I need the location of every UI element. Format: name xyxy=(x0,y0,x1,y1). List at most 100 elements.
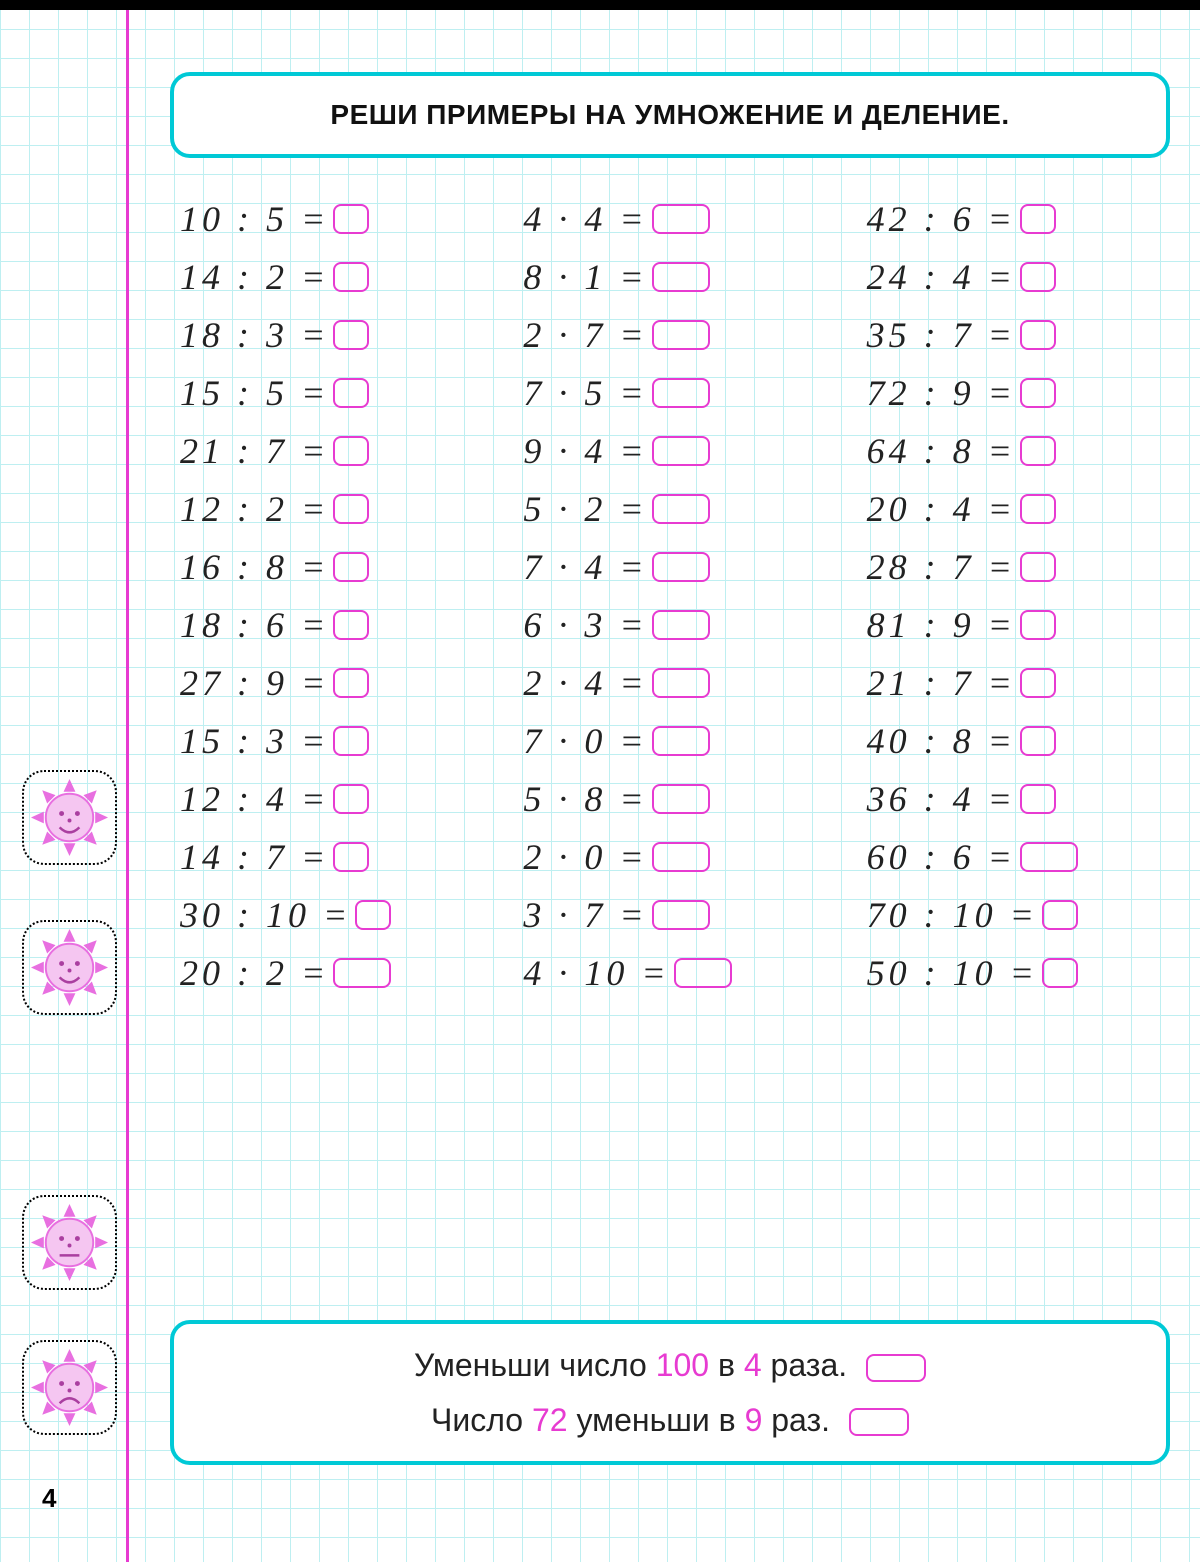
answer-box[interactable] xyxy=(333,204,369,234)
problem-row: 12 : 2 = xyxy=(180,480,483,538)
answer-box[interactable] xyxy=(333,262,369,292)
problem-row: 3 · 7 = xyxy=(523,886,826,944)
problem-row: 2 · 7 = xyxy=(523,306,826,364)
answer-box[interactable] xyxy=(652,320,710,350)
problem-row: 21 : 7 = xyxy=(867,654,1170,712)
answer-box[interactable] xyxy=(1042,958,1078,988)
answer-box[interactable] xyxy=(1020,668,1056,698)
problem-row: 2 · 4 = xyxy=(523,654,826,712)
problem-expression: 15 : 5 = xyxy=(180,372,329,414)
answer-box[interactable] xyxy=(333,378,369,408)
sun-sticker-icon xyxy=(22,1195,117,1290)
problem-expression: 40 : 8 = xyxy=(867,720,1016,762)
answer-box[interactable] xyxy=(1020,784,1056,814)
answer-box[interactable] xyxy=(652,784,710,814)
answer-box[interactable] xyxy=(333,494,369,524)
problem-expression: 8 · 1 = xyxy=(523,256,647,298)
wp1-n1: 100 xyxy=(656,1347,709,1383)
problem-expression: 10 : 5 = xyxy=(180,198,329,240)
answer-box[interactable] xyxy=(333,726,369,756)
answer-box[interactable] xyxy=(1020,726,1056,756)
answer-box[interactable] xyxy=(355,900,391,930)
problem-expression: 14 : 2 = xyxy=(180,256,329,298)
problem-expression: 18 : 3 = xyxy=(180,314,329,356)
problem-row: 70 : 10 = xyxy=(867,886,1170,944)
answer-box[interactable] xyxy=(652,552,710,582)
wp1-post: раза. xyxy=(762,1347,847,1383)
sun-sticker-icon xyxy=(22,1340,117,1435)
page-title: РЕШИ ПРИМЕРЫ НА УМНОЖЕНИЕ И ДЕЛЕНИЕ. xyxy=(330,99,1009,131)
answer-box[interactable] xyxy=(652,378,710,408)
problem-row: 10 : 5 = xyxy=(180,190,483,248)
answer-box[interactable] xyxy=(1020,552,1056,582)
answer-box[interactable] xyxy=(1020,610,1056,640)
problem-row: 60 : 6 = xyxy=(867,828,1170,886)
wp2-mid: уменьши в xyxy=(568,1402,745,1438)
problem-row: 15 : 5 = xyxy=(180,364,483,422)
problem-row: 18 : 3 = xyxy=(180,306,483,364)
answer-box[interactable] xyxy=(652,726,710,756)
answer-box[interactable] xyxy=(1020,842,1078,872)
problem-row: 5 · 8 = xyxy=(523,770,826,828)
answer-box[interactable] xyxy=(1020,378,1056,408)
problem-expression: 35 : 7 = xyxy=(867,314,1016,356)
problem-row: 4 · 10 = xyxy=(523,944,826,1002)
answer-box[interactable] xyxy=(652,436,710,466)
answer-box[interactable] xyxy=(333,552,369,582)
problem-row: 50 : 10 = xyxy=(867,944,1170,1002)
answer-box[interactable] xyxy=(333,436,369,466)
wp2-answer-box[interactable] xyxy=(849,1408,909,1436)
answer-box[interactable] xyxy=(652,204,710,234)
wp1-pre: Уменьши число xyxy=(414,1347,656,1383)
problem-expression: 24 : 4 = xyxy=(867,256,1016,298)
answer-box[interactable] xyxy=(1020,494,1056,524)
problem-row: 20 : 4 = xyxy=(867,480,1170,538)
problem-expression: 16 : 8 = xyxy=(180,546,329,588)
problem-row: 7 · 0 = xyxy=(523,712,826,770)
wp1-n2: 4 xyxy=(744,1347,762,1383)
problem-expression: 21 : 7 = xyxy=(180,430,329,472)
wp2-post: раз. xyxy=(762,1402,830,1438)
problem-row: 14 : 2 = xyxy=(180,248,483,306)
problems-col-1: 10 : 5 = 14 : 2 = 18 : 3 = 15 : 5 = 21 : 7 =… xyxy=(180,190,483,1002)
answer-box[interactable] xyxy=(652,668,710,698)
problem-row: 72 : 9 = xyxy=(867,364,1170,422)
problem-row: 7 · 4 = xyxy=(523,538,826,596)
answer-box[interactable] xyxy=(652,262,710,292)
answer-box[interactable] xyxy=(333,320,369,350)
problem-expression: 12 : 4 = xyxy=(180,778,329,820)
answer-box[interactable] xyxy=(1020,262,1056,292)
problems-col-2: 4 · 4 =8 · 1 =2 · 7 =7 · 5 =9 · 4 =5 · 2… xyxy=(523,190,826,1002)
word-problem-1: Уменьши число 100 в 4 раза. xyxy=(414,1338,926,1392)
answer-box[interactable] xyxy=(652,494,710,524)
answer-box[interactable] xyxy=(333,842,369,872)
problem-expression: 4 · 4 = xyxy=(523,198,647,240)
answer-box[interactable] xyxy=(333,610,369,640)
answer-box[interactable] xyxy=(1020,436,1056,466)
answer-box[interactable] xyxy=(333,784,369,814)
problem-expression: 3 · 7 = xyxy=(523,894,647,936)
wp1-answer-box[interactable] xyxy=(866,1354,926,1382)
problem-expression: 7 · 4 = xyxy=(523,546,647,588)
answer-box[interactable] xyxy=(652,842,710,872)
answer-box[interactable] xyxy=(652,610,710,640)
answer-box[interactable] xyxy=(652,900,710,930)
problem-expression: 18 : 6 = xyxy=(180,604,329,646)
problem-expression: 5 · 8 = xyxy=(523,778,647,820)
problem-row: 30 : 10 = xyxy=(180,886,483,944)
answer-box[interactable] xyxy=(674,958,732,988)
problems-col-3: 42 : 6 =24 : 4 =35 : 7 =72 : 9 =64 : 8 =… xyxy=(867,190,1170,1002)
problem-row: 35 : 7 = xyxy=(867,306,1170,364)
answer-box[interactable] xyxy=(333,668,369,698)
problem-expression: 7 · 0 = xyxy=(523,720,647,762)
answer-box[interactable] xyxy=(1042,900,1078,930)
problem-row: 28 : 7 = xyxy=(867,538,1170,596)
margin-line xyxy=(126,10,129,1562)
answer-box[interactable] xyxy=(1020,320,1056,350)
problem-row: 9 · 4 = xyxy=(523,422,826,480)
problem-row: 15 : 3 = xyxy=(180,712,483,770)
problem-expression: 2 · 7 = xyxy=(523,314,647,356)
problem-expression: 72 : 9 = xyxy=(867,372,1016,414)
answer-box[interactable] xyxy=(1020,204,1056,234)
answer-box[interactable] xyxy=(333,958,391,988)
